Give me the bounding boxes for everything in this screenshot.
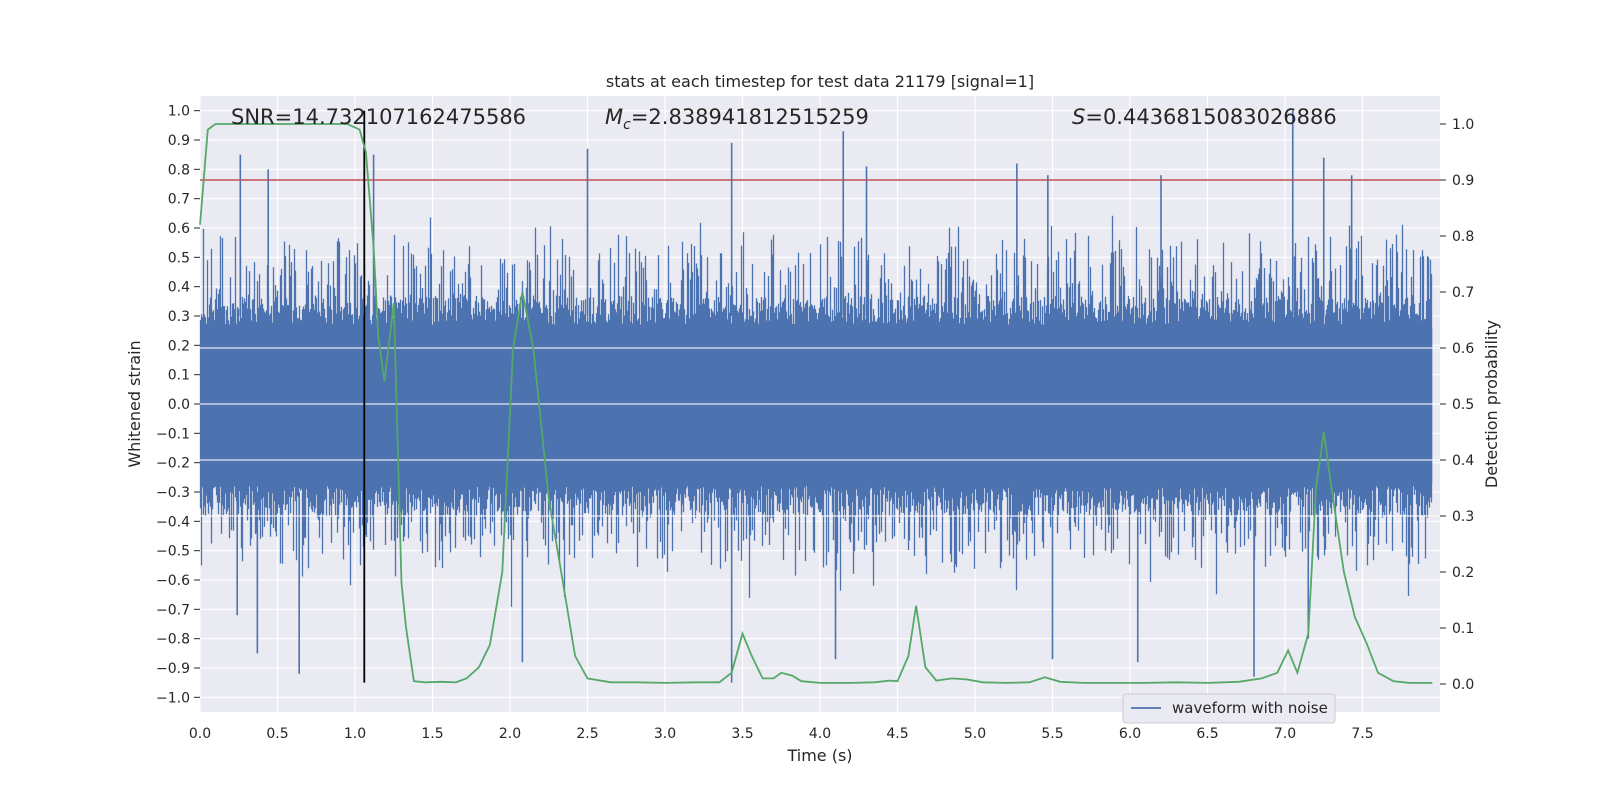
detection-probability-line [199, 123, 1433, 684]
x-axis-ticks: 0.0 0.5 1.0 1.5 2.0 2.5 3.0 3.5 4.0 4.5 5.0 5.5 6.0 6… [189, 726, 1374, 742]
x-tick-label: 0.5 [266, 726, 288, 742]
y-axis-right-label: Detection probability [1482, 320, 1501, 488]
legend-entry-waveform: waveform with noise [1172, 699, 1328, 717]
x-tick-label: 7.5 [1351, 726, 1373, 742]
y-left-tick-label: −0.3 [156, 485, 190, 501]
y-axis-left-label: Whitened strain [125, 340, 144, 467]
y-left-tick-label: −0.5 [156, 544, 190, 560]
y-left-tick-label: −0.9 [156, 661, 190, 677]
x-tick-label: 6.5 [1196, 726, 1218, 742]
y-left-tick-label: −0.7 [156, 602, 190, 618]
y-right-tick-label: 0.8 [1452, 229, 1474, 245]
y-right-tick-label: 0.4 [1452, 453, 1474, 469]
x-tick-label: 1.0 [344, 726, 366, 742]
y-right-tick-label: 0.2 [1452, 565, 1474, 581]
x-tick-label: 2.0 [499, 726, 521, 742]
y-left-tick-label: 0.3 [168, 309, 190, 325]
y-right-tick-label: 0.6 [1452, 341, 1474, 357]
overlay-gridlines [200, 347, 1440, 517]
y-right-tick-label: 1.0 [1452, 117, 1474, 133]
y-right-tick-label: 0.3 [1452, 509, 1474, 525]
x-tick-label: 4.5 [886, 726, 908, 742]
y-axis-left-ticks: 1.0 0.9 0.8 0.7 0.6 0.5 0.4 0.3 0.2 0.1 0.0 −0.1 −0.… [156, 104, 200, 706]
s-annotation: S=0.4436815083026886 [1072, 105, 1337, 129]
chart-title: stats at each timestep for test data 211… [606, 72, 1034, 91]
x-tick-label: 7.0 [1274, 726, 1296, 742]
x-tick-label: 0.0 [189, 726, 211, 742]
x-tick-label: 5.0 [964, 726, 986, 742]
chirp-mass-symbol: M [605, 105, 623, 129]
x-tick-label: 2.5 [576, 726, 598, 742]
waveform-series [199, 110, 1433, 683]
y-left-tick-label: 0.2 [168, 338, 190, 354]
y-left-tick-label: −0.1 [156, 426, 190, 442]
y-left-tick-label: 0.4 [168, 280, 190, 296]
snr-annotation: SNR=14.732107162475586 [231, 105, 526, 129]
y-left-tick-label: 0.9 [168, 133, 190, 149]
x-tick-label: 5.5 [1041, 726, 1063, 742]
s-symbol: S [1072, 105, 1085, 129]
y-left-tick-label: −0.8 [156, 632, 190, 648]
y-left-tick-label: −0.4 [156, 514, 190, 530]
s-value: =0.4436815083026886 [1085, 105, 1336, 129]
chirp-mass-subscript: c [623, 117, 631, 133]
y-right-tick-label: 0.7 [1452, 285, 1474, 301]
y-left-tick-label: 0.1 [168, 368, 190, 384]
x-tick-label: 6.0 [1119, 726, 1141, 742]
legend: waveform with noise [1122, 693, 1336, 724]
x-tick-label: 4.0 [809, 726, 831, 742]
chirp-mass-annotation: Mc=2.838941812515259 [605, 105, 869, 133]
y-right-tick-label: 0.9 [1452, 173, 1474, 189]
y-left-tick-label: −0.2 [156, 456, 190, 472]
y-left-tick-label: 0.8 [168, 162, 190, 178]
y-left-tick-label: −0.6 [156, 573, 190, 589]
y-axis-right-ticks: 1.0 0.9 0.8 0.7 0.6 0.5 0.4 0.3 0.2 0.1 0.0 [1440, 117, 1474, 693]
y-left-tick-label: 1.0 [168, 104, 190, 120]
waveform-core-band [200, 327, 1433, 484]
x-axis-label: Time (s) [786, 746, 852, 765]
chirp-mass-value: =2.838941812515259 [631, 105, 869, 129]
y-left-tick-label: 0.0 [168, 397, 190, 413]
y-left-tick-label: 0.5 [168, 250, 190, 266]
y-right-tick-label: 0.5 [1452, 397, 1474, 413]
y-right-tick-label: 0.1 [1452, 621, 1474, 637]
x-tick-label: 3.0 [654, 726, 676, 742]
legend-box [1122, 693, 1336, 724]
y-left-tick-label: −1.0 [156, 690, 190, 706]
y-left-tick-label: 0.6 [168, 221, 190, 237]
x-tick-label: 1.5 [421, 726, 443, 742]
y-right-tick-label: 0.0 [1452, 677, 1474, 693]
x-tick-label: 3.5 [731, 726, 753, 742]
y-left-tick-label: 0.7 [168, 192, 190, 208]
